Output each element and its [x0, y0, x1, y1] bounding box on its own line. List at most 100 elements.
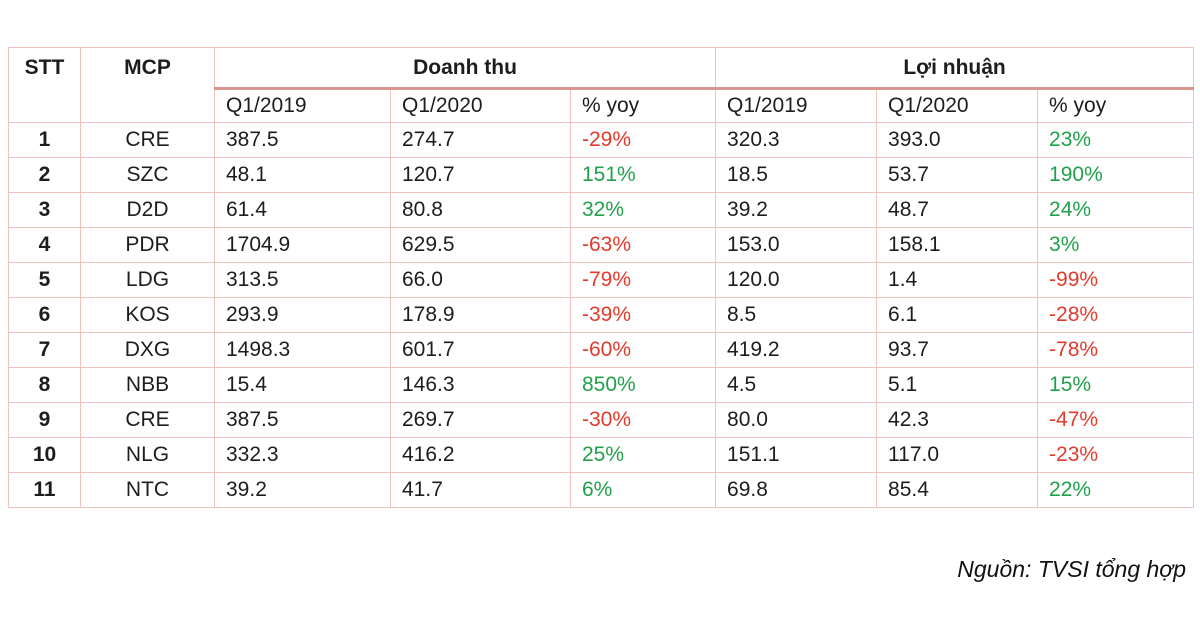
group-header-row: STT MCP Doanh thu Lợi nhuận	[8, 47, 1195, 123]
revenue-yoy-cell: -39%	[569, 297, 717, 333]
revenue-yoy-cell: -30%	[569, 402, 717, 438]
table-row: 11 NTC 39.2 41.7 6% 69.8 85.4 22%	[8, 472, 1195, 508]
revenue-yoy-cell: -60%	[569, 332, 717, 368]
stt-cell: 5	[8, 262, 81, 298]
ticker-cell: PDR	[80, 227, 215, 263]
profit-yoy-cell: 15%	[1037, 367, 1195, 403]
revenue-q1-2019-cell: 387.5	[214, 402, 391, 438]
profit-q1-2019-cell: 18.5	[715, 157, 878, 193]
profit-q1-2020-cell: 53.7	[876, 157, 1039, 193]
revenue-group-header: Doanh thu	[213, 47, 717, 90]
profit-q1-2019-cell: 120.0	[715, 262, 878, 298]
revenue-q1-2020-cell: 178.9	[390, 297, 571, 333]
profit-q1-2020-cell: 93.7	[876, 332, 1039, 368]
revenue-q1-2020-cell: 120.7	[390, 157, 571, 193]
ticker-cell: CRE	[80, 122, 215, 158]
profit-q1-2019-cell: 69.8	[715, 472, 878, 508]
profit-yoy-cell: 22%	[1037, 472, 1195, 508]
profit-q1-2020-cell: 117.0	[876, 437, 1039, 473]
revenue-q1-2019-cell: 48.1	[214, 157, 391, 193]
profit-q1-2020-cell: 42.3	[876, 402, 1039, 438]
profit-yoy-cell: 3%	[1037, 227, 1195, 263]
table-row: 3 D2D 61.4 80.8 32% 39.2 48.7 24%	[8, 192, 1195, 228]
revenue-q1-2020-cell: 269.7	[390, 402, 571, 438]
revenue-q1-2019-cell: 61.4	[214, 192, 391, 228]
ticker-cell: SZC	[80, 157, 215, 193]
table-row: 4 PDR 1704.9 629.5 -63% 153.0 158.1 3%	[8, 227, 1195, 263]
revenue-yoy-cell: 6%	[569, 472, 717, 508]
table-row: 8 NBB 15.4 146.3 850% 4.5 5.1 15%	[8, 367, 1195, 403]
source-note: Nguồn: TVSI tổng hợp	[957, 556, 1186, 582]
ticker-cell: NBB	[80, 367, 215, 403]
profit-group-header: Lợi nhuận	[715, 47, 1195, 90]
revenue-q1-2020-cell: 274.7	[390, 122, 571, 158]
revenue-yoy-cell: 850%	[569, 367, 717, 403]
stt-cell: 8	[8, 367, 81, 403]
profit-q1-2019-cell: 153.0	[715, 227, 878, 263]
profit-yoy-cell: 190%	[1037, 157, 1195, 193]
profit-yoy-cell: 24%	[1037, 192, 1195, 228]
ticker-cell: CRE	[80, 402, 215, 438]
mcp-column-header: MCP	[80, 47, 215, 123]
revenue-yoy-cell: -79%	[569, 262, 717, 298]
stt-cell: 6	[8, 297, 81, 333]
revenue-q1-2019-cell: 387.5	[214, 122, 391, 158]
table-row: 7 DXG 1498.3 601.7 -60% 419.2 93.7 -78%	[8, 332, 1195, 368]
revenue-q1-2020-cell: 416.2	[390, 437, 571, 473]
profit-q1-2019-cell: 151.1	[715, 437, 878, 473]
profit-q1-2020-cell: 1.4	[876, 262, 1039, 298]
financial-results-table-wrap: STT MCP Doanh thu Lợi nhuận Q1/2019 Q1/2…	[8, 47, 1195, 508]
ticker-cell: NLG	[80, 437, 215, 473]
revenue-q1-2019-header: Q1/2019	[214, 88, 391, 123]
profit-q1-2019-cell: 419.2	[715, 332, 878, 368]
profit-yoy-header: % yoy	[1037, 88, 1195, 123]
table-row: 2 SZC 48.1 120.7 151% 18.5 53.7 190%	[8, 157, 1195, 193]
profit-q1-2019-cell: 4.5	[715, 367, 878, 403]
profit-q1-2019-header: Q1/2019	[715, 88, 878, 123]
profit-yoy-cell: -28%	[1037, 297, 1195, 333]
stt-cell: 3	[8, 192, 81, 228]
profit-q1-2020-cell: 393.0	[876, 122, 1039, 158]
profit-q1-2020-cell: 6.1	[876, 297, 1039, 333]
profit-q1-2020-cell: 48.7	[876, 192, 1039, 228]
revenue-q1-2020-cell: 66.0	[390, 262, 571, 298]
table-row: 6 KOS 293.9 178.9 -39% 8.5 6.1 -28%	[8, 297, 1195, 333]
table-row: 10 NLG 332.3 416.2 25% 151.1 117.0 -23%	[8, 437, 1195, 473]
ticker-cell: D2D	[80, 192, 215, 228]
profit-yoy-cell: 23%	[1037, 122, 1195, 158]
stt-column-header: STT	[8, 47, 81, 123]
revenue-yoy-cell: -29%	[569, 122, 717, 158]
revenue-q1-2019-cell: 15.4	[214, 367, 391, 403]
revenue-q1-2020-cell: 629.5	[390, 227, 571, 263]
profit-q1-2019-cell: 80.0	[715, 402, 878, 438]
revenue-q1-2019-cell: 1704.9	[214, 227, 391, 263]
revenue-q1-2020-cell: 41.7	[390, 472, 571, 508]
ticker-cell: KOS	[80, 297, 215, 333]
stt-cell: 2	[8, 157, 81, 193]
sub-header-row: Q1/2019 Q1/2020 % yoy Q1/2019 Q1/2020 % …	[9, 88, 1195, 123]
stt-cell: 4	[8, 227, 81, 263]
profit-yoy-cell: -78%	[1037, 332, 1195, 368]
profit-yoy-cell: -23%	[1037, 437, 1195, 473]
revenue-yoy-cell: 32%	[569, 192, 717, 228]
revenue-q1-2019-cell: 313.5	[214, 262, 391, 298]
profit-yoy-cell: -99%	[1037, 262, 1195, 298]
stt-cell: 10	[8, 437, 81, 473]
revenue-yoy-cell: 25%	[569, 437, 717, 473]
table-row: 5 LDG 313.5 66.0 -79% 120.0 1.4 -99%	[8, 262, 1195, 298]
financial-results-table: STT MCP Doanh thu Lợi nhuận Q1/2019 Q1/2…	[8, 47, 1195, 508]
revenue-yoy-header: % yoy	[569, 88, 717, 123]
revenue-q1-2019-cell: 39.2	[214, 472, 391, 508]
stt-cell: 1	[8, 122, 81, 158]
revenue-q1-2019-cell: 1498.3	[214, 332, 391, 368]
ticker-cell: DXG	[80, 332, 215, 368]
ticker-cell: NTC	[80, 472, 215, 508]
profit-q1-2020-header: Q1/2020	[876, 88, 1039, 123]
revenue-yoy-cell: -63%	[569, 227, 717, 263]
stt-cell: 11	[8, 472, 81, 508]
revenue-q1-2020-cell: 146.3	[390, 367, 571, 403]
profit-q1-2020-cell: 5.1	[876, 367, 1039, 403]
profit-q1-2019-cell: 39.2	[715, 192, 878, 228]
revenue-q1-2020-cell: 601.7	[390, 332, 571, 368]
